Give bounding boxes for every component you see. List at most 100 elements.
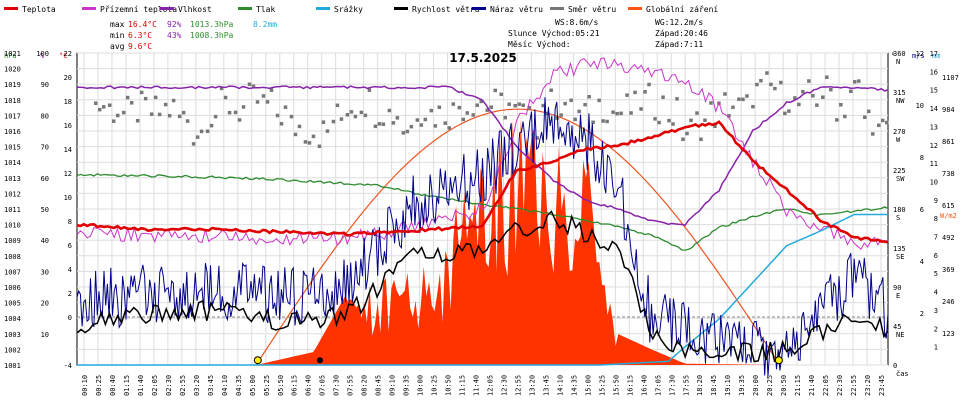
- moonset-marker: [316, 357, 323, 364]
- legend-label-7: Směr větru: [568, 5, 616, 14]
- wind-direction-point: [373, 124, 378, 129]
- wind-direction-point: [219, 86, 224, 91]
- tick-time: 02:05: [151, 375, 159, 396]
- legend-swatch-1: [82, 7, 96, 10]
- wind-direction-point: [181, 110, 186, 115]
- tick-rain: 10: [930, 178, 938, 186]
- wind-direction-point: [857, 79, 861, 83]
- tick-rain: 11: [930, 160, 938, 168]
- wind-direction-point: [755, 82, 759, 87]
- legend-swatch-4: [316, 7, 330, 10]
- wind-direction-point: [325, 129, 330, 133]
- tick-time: 08:45: [375, 375, 383, 396]
- wind-direction-point: [359, 110, 364, 115]
- tick-time: 16:40: [640, 375, 648, 396]
- wind-direction-point: [545, 111, 549, 116]
- wind-direction-point: [527, 105, 531, 110]
- axis-unit-deg: °: [891, 52, 895, 60]
- wind-direction-point: [597, 98, 601, 103]
- legend-label-6: Náraz větru: [490, 5, 543, 14]
- tick-time: 10:25: [431, 375, 439, 396]
- tick-rain: 15: [930, 87, 938, 95]
- tick-time: 17:30: [668, 375, 676, 396]
- axis-unit-mm: mm: [932, 52, 940, 60]
- tick-time: 20:00: [752, 375, 760, 396]
- tick-rain: 16: [930, 68, 938, 76]
- tick-humidity: 100: [36, 50, 49, 58]
- tick-time: 13:45: [542, 375, 550, 396]
- stat-wind-speed: WS:8.6m/s: [555, 18, 599, 27]
- wind-direction-point: [111, 119, 116, 123]
- stat-wind-gust: WG:12.2m/s: [655, 18, 703, 27]
- wind-direction-point: [731, 105, 735, 110]
- wind-direction-point: [345, 113, 350, 117]
- legend-label-8: Globální záření: [646, 5, 718, 14]
- tick-humidity: 40: [41, 237, 49, 245]
- wind-direction-point: [349, 110, 354, 114]
- wind-direction-point: [787, 109, 791, 113]
- tick-time: 09:10: [389, 375, 397, 396]
- tick-wind-direction-name: NE: [896, 331, 904, 339]
- wind-direction-point: [853, 80, 857, 84]
- tick-time: 23:20: [864, 375, 872, 396]
- wind-direction-point: [601, 119, 605, 123]
- tick-rain: 1: [934, 344, 938, 352]
- series-pressure: [76, 173, 889, 251]
- tick-pressure: 1004: [4, 315, 21, 323]
- wind-direction-point: [685, 131, 689, 136]
- wind-direction-point: [675, 97, 679, 101]
- tick-humidity: 30: [41, 268, 49, 276]
- tick-time: 18:45: [710, 375, 718, 396]
- tick-wind-speed: 6: [920, 206, 924, 214]
- legend-swatch-5: [394, 7, 408, 10]
- tick-wind-direction: 315: [893, 89, 906, 97]
- wind-direction-point: [643, 90, 647, 94]
- wind-direction-point: [129, 101, 134, 105]
- wind-direction-point: [871, 132, 875, 136]
- tick-radiation: 1107: [942, 74, 959, 82]
- tick-time: 15:00: [584, 375, 592, 396]
- tick-time: 00:25: [95, 375, 103, 396]
- wind-direction-point: [849, 89, 853, 94]
- legend-label-2: Vlhkost: [178, 5, 212, 14]
- wind-direction-point: [451, 102, 456, 106]
- tick-wind-speed: 4: [920, 258, 924, 266]
- wind-direction-point: [671, 122, 675, 126]
- wind-direction-point: [797, 102, 801, 107]
- wind-direction-point: [839, 102, 843, 107]
- tick-wind-speed: 8: [920, 154, 924, 162]
- wind-direction-point: [107, 103, 112, 107]
- wind-direction-point: [293, 132, 298, 137]
- tick-wind-direction-name: SW: [896, 175, 905, 183]
- chart-title: 17.5.2025: [449, 51, 517, 65]
- tick-rain: 4: [934, 289, 938, 297]
- wind-direction-point: [101, 105, 106, 109]
- tick-wind-direction: 135: [893, 245, 906, 253]
- legend-label-5: Rychlost větru: [412, 5, 480, 14]
- tick-time: 09:35: [403, 375, 411, 396]
- wind-direction-point: [331, 119, 336, 124]
- legend-swatch-6: [472, 7, 486, 10]
- wind-direction-point: [401, 131, 406, 135]
- stat-moonrise: Měsíc Východ:: [508, 40, 571, 49]
- tick-time: 18:20: [696, 375, 704, 396]
- tick-wind-direction-name: SE: [896, 253, 904, 261]
- stat-min-humidity: 43%: [167, 31, 182, 40]
- tick-time: 03:20: [193, 375, 201, 396]
- tick-time: 05:25: [263, 375, 271, 396]
- tick-time: 04:10: [221, 375, 229, 396]
- wind-direction-point: [465, 111, 470, 115]
- wind-direction-point: [499, 92, 503, 97]
- tick-wind-speed: 10: [916, 102, 924, 110]
- wind-direction-point: [185, 119, 190, 123]
- tick-time: 15:50: [612, 375, 620, 396]
- wind-direction-point: [591, 120, 595, 125]
- wind-direction-point: [443, 121, 448, 125]
- wind-direction-point: [513, 103, 517, 108]
- wind-direction-point: [307, 141, 312, 145]
- wind-direction-point: [237, 118, 242, 122]
- tick-pressure: 1008: [4, 253, 21, 261]
- tick-pressure: 1013: [4, 175, 21, 183]
- axis-unit-degc: °C: [59, 52, 67, 60]
- wind-direction-point: [289, 114, 294, 119]
